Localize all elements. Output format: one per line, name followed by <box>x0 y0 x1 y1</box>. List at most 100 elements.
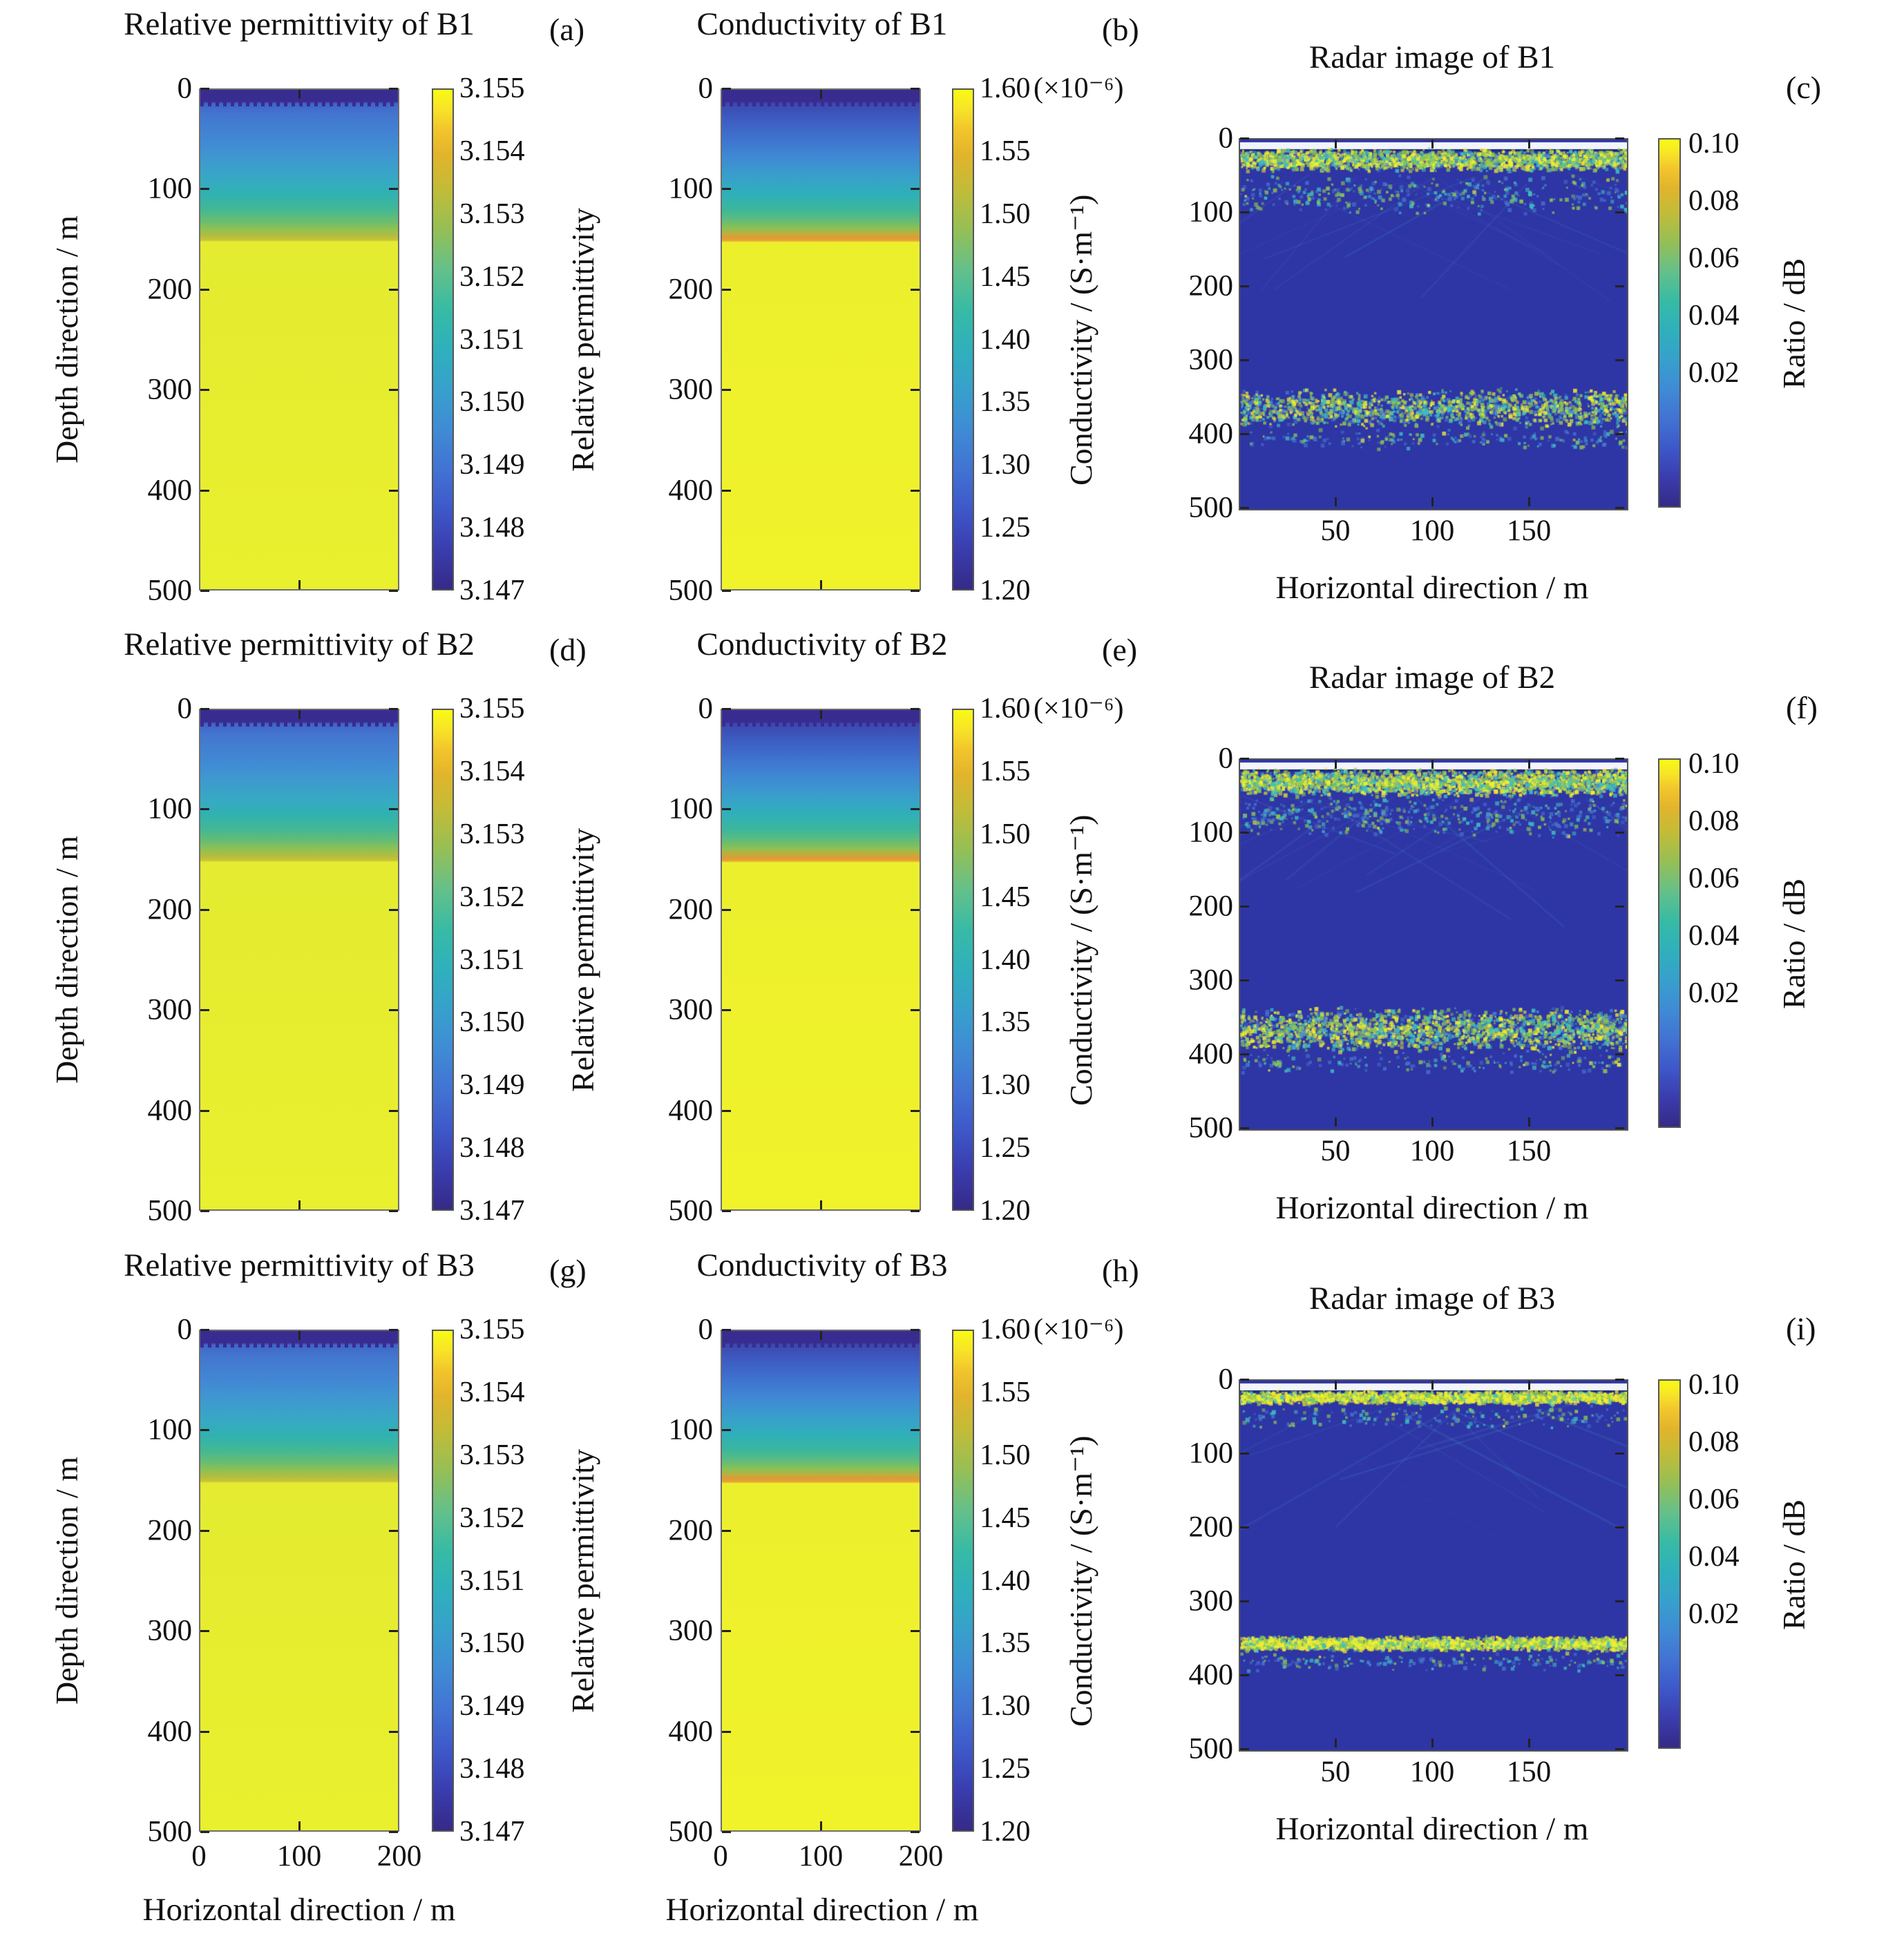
colorbar-tick-label: 0.08 <box>1688 1426 1740 1458</box>
colorbar-tick-label: 1.55 <box>980 755 1031 787</box>
axis-tick-mark <box>1335 1738 1337 1747</box>
axis-tick-mark <box>1615 211 1624 213</box>
axis-tick-mark <box>200 288 209 291</box>
conductivity-multiplier: (×10⁻⁶) <box>1034 693 1124 725</box>
axis-tick-mark <box>389 1329 398 1331</box>
axis-tick-mark <box>200 590 209 592</box>
radar-image-heatmap <box>1239 138 1628 510</box>
depth-tick-label: 500 <box>1188 1732 1234 1765</box>
axis-tick-mark <box>820 1821 822 1830</box>
colorbar-tick-label: 3.149 <box>459 1690 525 1723</box>
axis-tick-mark <box>1335 1381 1337 1390</box>
depth-tick-label: 100 <box>1188 816 1234 849</box>
axis-tick-mark <box>389 708 398 710</box>
axis-tick-mark <box>200 88 209 90</box>
panel-title: Relative permittivity of B2 <box>124 626 475 662</box>
axis-tick-mark <box>911 1009 920 1012</box>
radar-colorbar <box>1658 1379 1681 1749</box>
panel-letter: (i) <box>1786 1311 1816 1346</box>
axis-tick-mark <box>722 1630 731 1633</box>
axis-tick-mark <box>1240 507 1249 509</box>
axis-tick-mark <box>200 1329 209 1331</box>
colorbar-tick-label: 1.60 <box>980 693 1031 725</box>
axis-tick-mark <box>1431 760 1434 769</box>
colorbar-tick-label: 1.25 <box>980 512 1031 544</box>
depth-tick-label: 400 <box>147 474 193 507</box>
axis-tick-mark <box>722 1429 731 1432</box>
axis-tick-mark <box>389 808 398 811</box>
axis-tick-mark <box>1615 433 1624 435</box>
panel-letter: (c) <box>1786 70 1822 105</box>
axis-tick-mark <box>722 389 731 392</box>
horizontal-tick-label: 200 <box>898 1840 944 1872</box>
axis-tick-mark <box>1431 140 1434 148</box>
axis-tick-mark <box>722 708 731 710</box>
conductivity-multiplier: (×10⁻⁶) <box>1034 73 1124 104</box>
axis-tick-mark <box>298 580 301 589</box>
axis-tick-mark <box>911 1210 920 1212</box>
axis-tick-mark <box>1240 211 1249 213</box>
panel-letter: (g) <box>549 1253 587 1288</box>
horizontal-tick-label: 150 <box>1506 1135 1552 1167</box>
axis-tick-mark <box>200 908 209 911</box>
axis-tick-mark <box>911 288 920 291</box>
axis-tick-mark <box>298 90 301 99</box>
axis-tick-mark <box>722 1109 731 1112</box>
horizontal-tick-label: 0 <box>713 1840 728 1872</box>
axis-tick-mark <box>389 1831 398 1833</box>
horizontal-tick-label: 50 <box>1320 1756 1351 1788</box>
permittivity-colorbar <box>432 88 454 591</box>
axis-tick-mark <box>911 708 920 710</box>
horizontal-axis-label: Horizontal direction / m <box>1275 1190 1589 1226</box>
conductivity-heatmap <box>721 1330 921 1832</box>
axis-tick-mark <box>200 389 209 392</box>
panel-letter: (e) <box>1102 632 1138 667</box>
layer-boundary-noise <box>722 721 920 727</box>
colorbar-tick-label: 0.02 <box>1688 1598 1740 1630</box>
horizontal-axis-label: Horizontal direction / m <box>142 1892 456 1928</box>
colorbar-tick-label: 3.150 <box>459 1006 525 1039</box>
horizontal-tick-label: 0 <box>191 1840 207 1872</box>
axis-tick-mark <box>1335 140 1337 148</box>
axis-tick-mark <box>298 1821 301 1830</box>
axis-tick-mark <box>298 1200 301 1209</box>
radar-colorbar-label: Ratio / dB <box>1776 877 1811 1009</box>
axis-tick-mark <box>1335 1118 1337 1127</box>
axis-tick-mark <box>389 1210 398 1212</box>
colorbar-tick-label: 3.153 <box>459 198 525 230</box>
axis-tick-mark <box>1240 1674 1249 1676</box>
axis-tick-mark <box>820 1331 822 1340</box>
colorbar-tick-label: 3.151 <box>459 1564 525 1597</box>
axis-tick-mark <box>722 1210 731 1212</box>
layer-boundary-noise <box>722 101 920 106</box>
colorbar-tick-label: 0.10 <box>1688 748 1740 780</box>
permittivity-colorbar <box>432 709 454 1211</box>
depth-tick-label: 200 <box>668 893 714 926</box>
axis-tick-mark <box>722 188 731 191</box>
colorbar-tick-label: 1.20 <box>980 1195 1031 1227</box>
colorbar-tick-label: 3.155 <box>459 1314 525 1345</box>
depth-tick-label: 0 <box>1218 742 1234 775</box>
axis-tick-mark <box>911 1429 920 1432</box>
panel-letter: (a) <box>549 12 585 47</box>
axis-tick-mark <box>1528 1381 1530 1390</box>
colorbar-tick-label: 1.35 <box>980 386 1031 419</box>
axis-tick-mark <box>722 288 731 291</box>
depth-tick-label: 300 <box>147 993 193 1026</box>
colorbar-tick-label: 1.30 <box>980 1690 1031 1723</box>
permittivity-colorbar-label: Relative permittivity <box>565 207 600 472</box>
colorbar-tick-label: 0.08 <box>1688 184 1740 217</box>
depth-tick-label: 300 <box>1188 343 1234 376</box>
axis-tick-mark <box>1431 1118 1434 1127</box>
axis-tick-mark <box>1528 497 1530 506</box>
colorbar-tick-label: 3.154 <box>459 1376 525 1408</box>
conductivity-multiplier: (×10⁻⁶) <box>1034 1314 1124 1345</box>
axis-tick-mark <box>1528 1738 1530 1747</box>
colorbar-tick-label: 3.148 <box>459 512 525 544</box>
axis-tick-mark <box>1615 758 1624 760</box>
permittivity-colorbar <box>432 1330 454 1832</box>
axis-tick-mark <box>1240 979 1249 981</box>
horizontal-tick-label: 100 <box>1409 515 1455 547</box>
horizontal-tick-label: 200 <box>377 1840 422 1872</box>
axis-tick-mark <box>1240 1127 1249 1129</box>
